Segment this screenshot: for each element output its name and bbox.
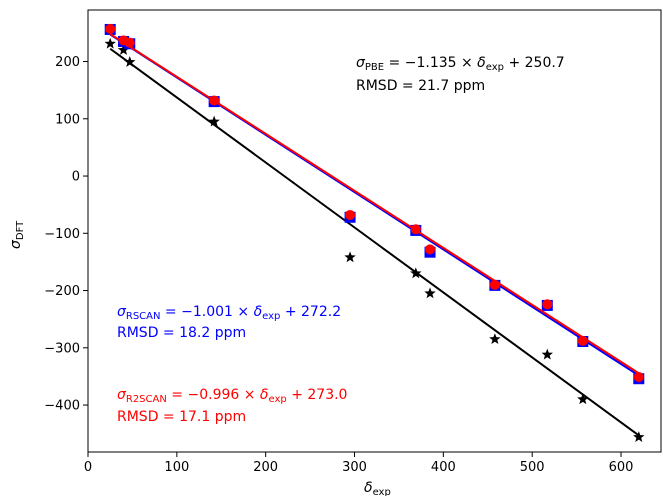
data-point-r2scan (425, 244, 436, 255)
x-tick-label: 400 (431, 460, 456, 475)
annotation-pbe: σPBE = −1.135 × δexp + 250.7 RMSD = 21.7… (356, 55, 565, 94)
x-tick-label: 300 (342, 460, 367, 475)
x-tick-label: 600 (609, 460, 634, 475)
data-point-r2scan (105, 23, 116, 34)
x-axis-label: δexp (364, 480, 391, 496)
data-point-pbe (577, 393, 589, 405)
data-point-r2scan (633, 371, 644, 382)
annotation-r2scan: σR2SCAN = −0.996 × δexp + 273.0 RMSD = 1… (117, 387, 347, 425)
y-tick-label: 0 (72, 170, 80, 185)
annotation-pbe-equation: σPBE = −1.135 × δexp + 250.7 (356, 55, 565, 73)
y-tick-label: −100 (44, 227, 80, 242)
x-tick-label: 500 (520, 460, 545, 475)
annotation-rscan-rmsd: RMSD = 18.2 ppm (117, 325, 246, 341)
fit-line-r2scan (109, 33, 640, 375)
data-point-r2scan (345, 209, 356, 220)
y-tick-label: 100 (55, 112, 80, 127)
x-tick-label: 100 (164, 460, 189, 475)
y-tick-label: −300 (44, 341, 80, 356)
y-tick-label: −400 (44, 399, 80, 414)
data-point-pbe (424, 287, 436, 299)
annotation-r2scan-rmsd: RMSD = 17.1 ppm (117, 409, 246, 425)
annotation-pbe-rmsd: RMSD = 21.7 ppm (356, 78, 485, 94)
axes-frame (87, 9, 662, 453)
plot-area: 0 100 200 300 400 500 600 −400 −300 −200 −100 0 100 2… (44, 9, 662, 475)
data-point-r2scan (577, 335, 588, 346)
data-point-pbe (117, 44, 130, 55)
y-tick-label: −200 (44, 284, 80, 299)
data-point-r2scan (410, 224, 421, 235)
data-point-r2scan (209, 95, 220, 106)
y-axis-label: σDFT (8, 220, 26, 249)
data-point-pbe (344, 251, 356, 263)
data-point-r2scan (124, 37, 135, 48)
data-point-pbe (489, 333, 501, 345)
data-point-pbe (104, 37, 116, 49)
fit-line-pbe (109, 47, 640, 437)
annotation-rscan: σRSCAN = −1.001 × δexp + 272.2 RMSD = 18… (117, 304, 341, 341)
data-point-r2scan (489, 279, 500, 290)
x-tick-label: 200 (253, 460, 278, 475)
data-point-pbe (124, 56, 136, 67)
x-tick-label: 0 (84, 460, 92, 475)
annotation-rscan-equation: σRSCAN = −1.001 × δexp + 272.2 (117, 304, 341, 322)
data-point-pbe (541, 348, 553, 360)
data-point-pbe (410, 267, 422, 279)
data-point-r2scan (542, 299, 553, 310)
annotation-r2scan-equation: σR2SCAN = −0.996 × δexp + 273.0 (117, 387, 347, 405)
y-tick-label: 200 (55, 55, 80, 70)
data-point-pbe (633, 431, 645, 442)
data-point-pbe (208, 115, 220, 127)
